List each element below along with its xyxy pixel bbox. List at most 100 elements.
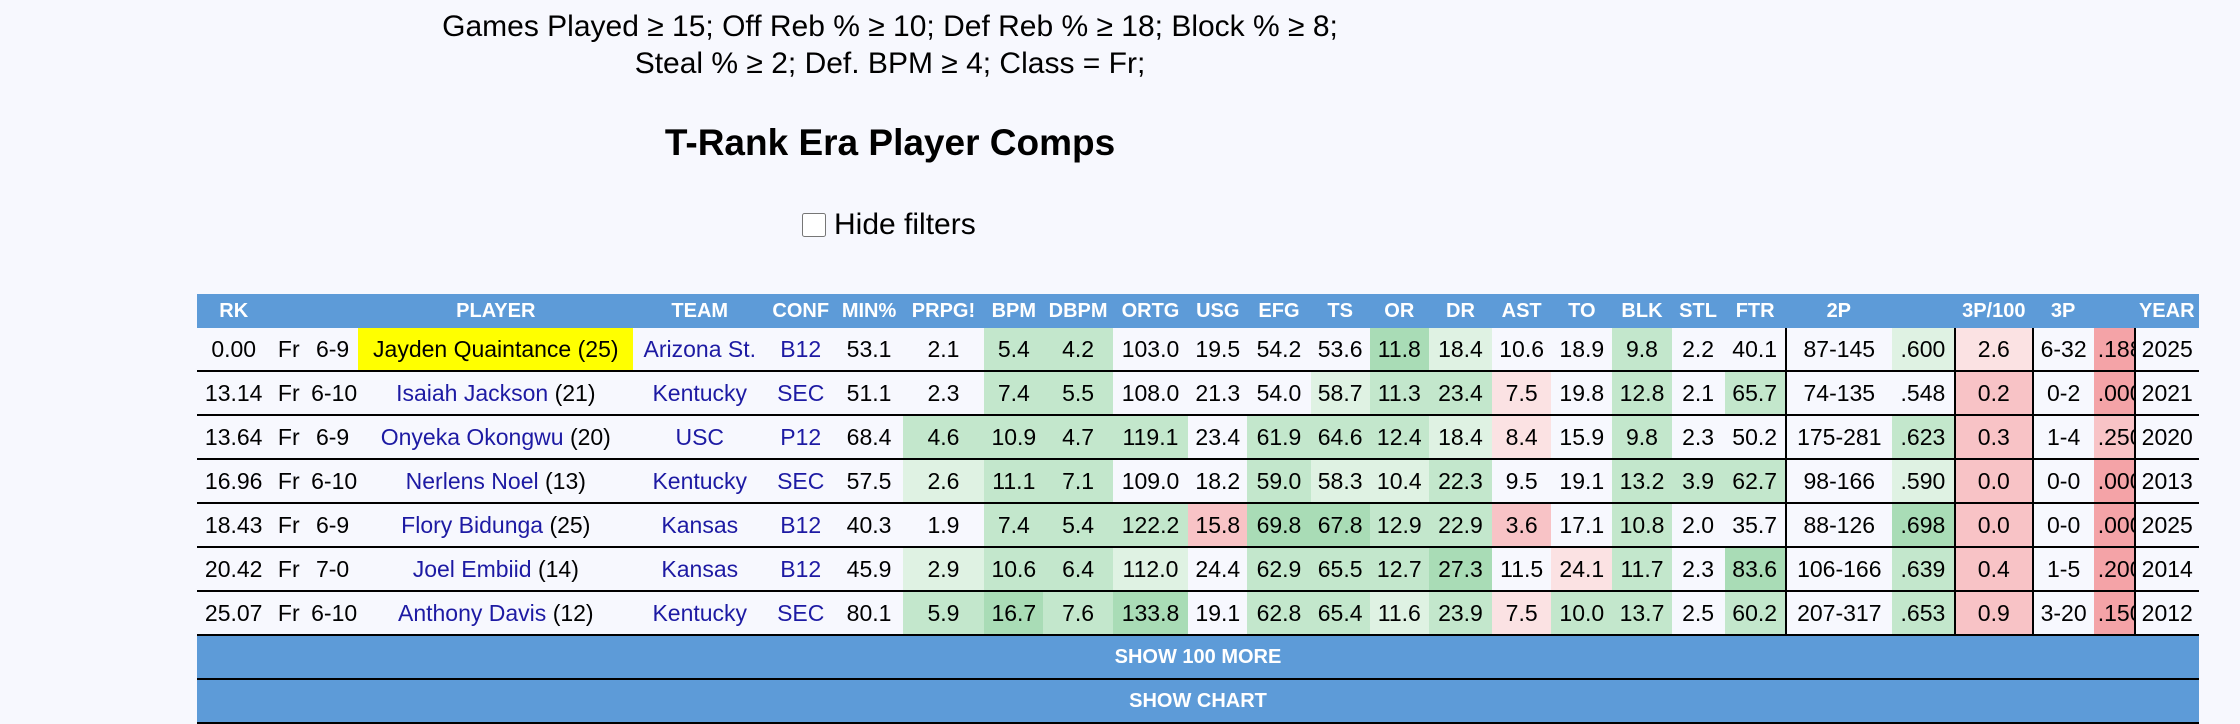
cell-to: 24.1 xyxy=(1551,547,1613,592)
player-link[interactable]: Anthony Davis xyxy=(397,599,547,626)
player-link[interactable]: Onyeka Okongwu xyxy=(380,423,564,450)
column-header-to[interactable]: TO xyxy=(1551,294,1613,328)
column-header-player[interactable]: PLAYER xyxy=(358,294,634,328)
cell-cls: Fr xyxy=(270,415,308,460)
cell-dbpm: 4.2 xyxy=(1043,328,1113,372)
column-header-3p100[interactable]: 3P/100 xyxy=(1955,294,2033,328)
team-link[interactable]: Kentucky xyxy=(652,467,748,494)
column-header-ts[interactable]: TS xyxy=(1310,294,1370,328)
player-number: (13) xyxy=(545,467,586,494)
cell-or: 11.3 xyxy=(1369,371,1429,416)
cell-ast: 7.5 xyxy=(1492,591,1552,636)
column-header-min[interactable]: MIN% xyxy=(835,294,903,328)
column-header-ftr[interactable]: FTR xyxy=(1724,294,1786,328)
cell-ortg: 109.0 xyxy=(1112,459,1189,504)
conf-link[interactable]: SEC xyxy=(777,379,825,406)
show-more-button[interactable]: SHOW 100 MORE xyxy=(1114,645,1282,668)
cell-twop: 106-166 xyxy=(1784,547,1892,592)
cell-rk: 20.42 xyxy=(197,547,271,592)
cell-bpm: 10.9 xyxy=(984,415,1044,460)
team-link[interactable]: Kansas xyxy=(661,511,739,538)
column-header-conf[interactable]: CONF xyxy=(766,294,836,328)
cell-dbpm: 7.1 xyxy=(1043,459,1113,504)
show-chart-button[interactable]: SHOW CHART xyxy=(1129,689,1267,712)
cell-ast: 11.5 xyxy=(1492,547,1552,592)
conf-link[interactable]: B12 xyxy=(780,555,822,582)
cell-dr: 22.3 xyxy=(1428,459,1493,504)
cell-rk: 16.96 xyxy=(197,459,271,504)
cell-ortg: 119.1 xyxy=(1112,415,1189,460)
conf-link[interactable]: SEC xyxy=(777,599,825,626)
column-header-dbpm[interactable]: DBPM xyxy=(1043,294,1113,328)
cell-stl: 2.3 xyxy=(1671,415,1725,460)
cell-threep_pct: .000 xyxy=(2093,503,2135,548)
column-header-2p[interactable]: 2P xyxy=(1785,294,1892,328)
player-link[interactable]: Nerlens Noel xyxy=(405,467,539,494)
column-header-blk[interactable]: BLK xyxy=(1612,294,1672,328)
player-link[interactable]: Flory Bidunga xyxy=(401,511,544,538)
team-link[interactable]: Kansas xyxy=(661,555,739,582)
cell-efg: 54.2 xyxy=(1247,328,1311,372)
cell-prpg: 1.9 xyxy=(902,503,985,548)
column-header-efg[interactable]: EFG xyxy=(1247,294,1311,328)
column-header-stl[interactable]: STL xyxy=(1671,294,1725,328)
table-row: 16.96 Fr 6-10 Nerlens Noel (13) Kentucky SEC 5… xyxy=(197,459,2199,504)
cell-or: 12.7 xyxy=(1369,547,1429,592)
cell-twop_pct: .590 xyxy=(1891,459,1956,504)
team-cell: Kansas xyxy=(633,547,767,592)
cell-or: 12.4 xyxy=(1369,415,1429,460)
column-header-bpm[interactable]: BPM xyxy=(984,294,1044,328)
column-header-prpg[interactable]: PRPG! xyxy=(902,294,985,328)
column-header-ast[interactable]: AST xyxy=(1492,294,1552,328)
column-header-team[interactable]: TEAM xyxy=(633,294,767,328)
cell-blk: 9.8 xyxy=(1612,328,1672,372)
cell-min: 57.5 xyxy=(835,459,903,504)
cell-dbpm: 4.7 xyxy=(1043,415,1113,460)
conf-cell: B12 xyxy=(766,503,836,548)
conf-link[interactable]: P12 xyxy=(780,423,822,450)
cell-threep: 0-2 xyxy=(2031,371,2094,416)
conf-link[interactable]: B12 xyxy=(780,335,822,362)
team-link[interactable]: USC xyxy=(675,423,725,450)
column-header-or[interactable]: OR xyxy=(1369,294,1429,328)
cell-ts: 65.4 xyxy=(1310,591,1370,636)
cell-dr: 23.9 xyxy=(1428,591,1493,636)
player-link[interactable]: Isaiah Jackson xyxy=(396,379,549,406)
table-row: 13.64 Fr 6-9 Onyeka Okongwu (20) USC P12 68.4 4… xyxy=(197,415,2199,460)
team-link[interactable]: Arizona St. xyxy=(643,335,757,362)
hide-filters-checkbox[interactable] xyxy=(802,213,826,237)
column-header-dr[interactable]: DR xyxy=(1428,294,1493,328)
cell-year: 2012 xyxy=(2133,591,2199,636)
conf-link[interactable]: B12 xyxy=(780,511,822,538)
player-comps-table: RK PLAYER TEAM CONF MIN% PRPG! BPM DBPM ORTG USG E… xyxy=(197,294,2199,724)
team-link[interactable]: Kentucky xyxy=(652,379,748,406)
cell-to: 19.1 xyxy=(1551,459,1613,504)
cell-min: 40.3 xyxy=(835,503,903,548)
column-header-usg[interactable]: USG xyxy=(1188,294,1248,328)
cell-efg: 54.0 xyxy=(1247,371,1311,416)
player-link[interactable]: Joel Embiid xyxy=(412,555,532,582)
cell-ht: 6-10 xyxy=(307,371,359,416)
cell-ftr: 62.7 xyxy=(1724,459,1786,504)
cell-bpm: 7.4 xyxy=(984,503,1044,548)
cell-prpg: 2.3 xyxy=(902,371,985,416)
team-link[interactable]: Kentucky xyxy=(652,599,748,626)
table-row: 13.14 Fr 6-10 Isaiah Jackson (21) Kentucky SE… xyxy=(197,371,2199,416)
team-cell: Kentucky xyxy=(633,591,767,636)
hide-filters-toggle[interactable]: Hide filters xyxy=(800,205,976,245)
cell-ortg: 108.0 xyxy=(1112,371,1189,416)
column-header-year[interactable]: YEAR xyxy=(2134,294,2199,328)
conf-link[interactable]: SEC xyxy=(777,467,825,494)
player-link[interactable]: Jayden Quaintance xyxy=(373,335,572,362)
cell-ht: 6-9 xyxy=(307,415,359,460)
team-cell: USC xyxy=(633,415,767,460)
cell-usg: 19.1 xyxy=(1188,591,1248,636)
team-cell: Arizona St. xyxy=(633,328,767,372)
column-header-ortg[interactable]: ORTG xyxy=(1112,294,1189,328)
cell-year: 2025 xyxy=(2133,503,2199,548)
column-header-rk[interactable]: RK xyxy=(197,294,271,328)
column-header-height xyxy=(307,294,359,328)
column-header-3p[interactable]: 3P xyxy=(2032,294,2094,328)
cell-ftr: 35.7 xyxy=(1724,503,1786,548)
cell-cls: Fr xyxy=(270,503,308,548)
